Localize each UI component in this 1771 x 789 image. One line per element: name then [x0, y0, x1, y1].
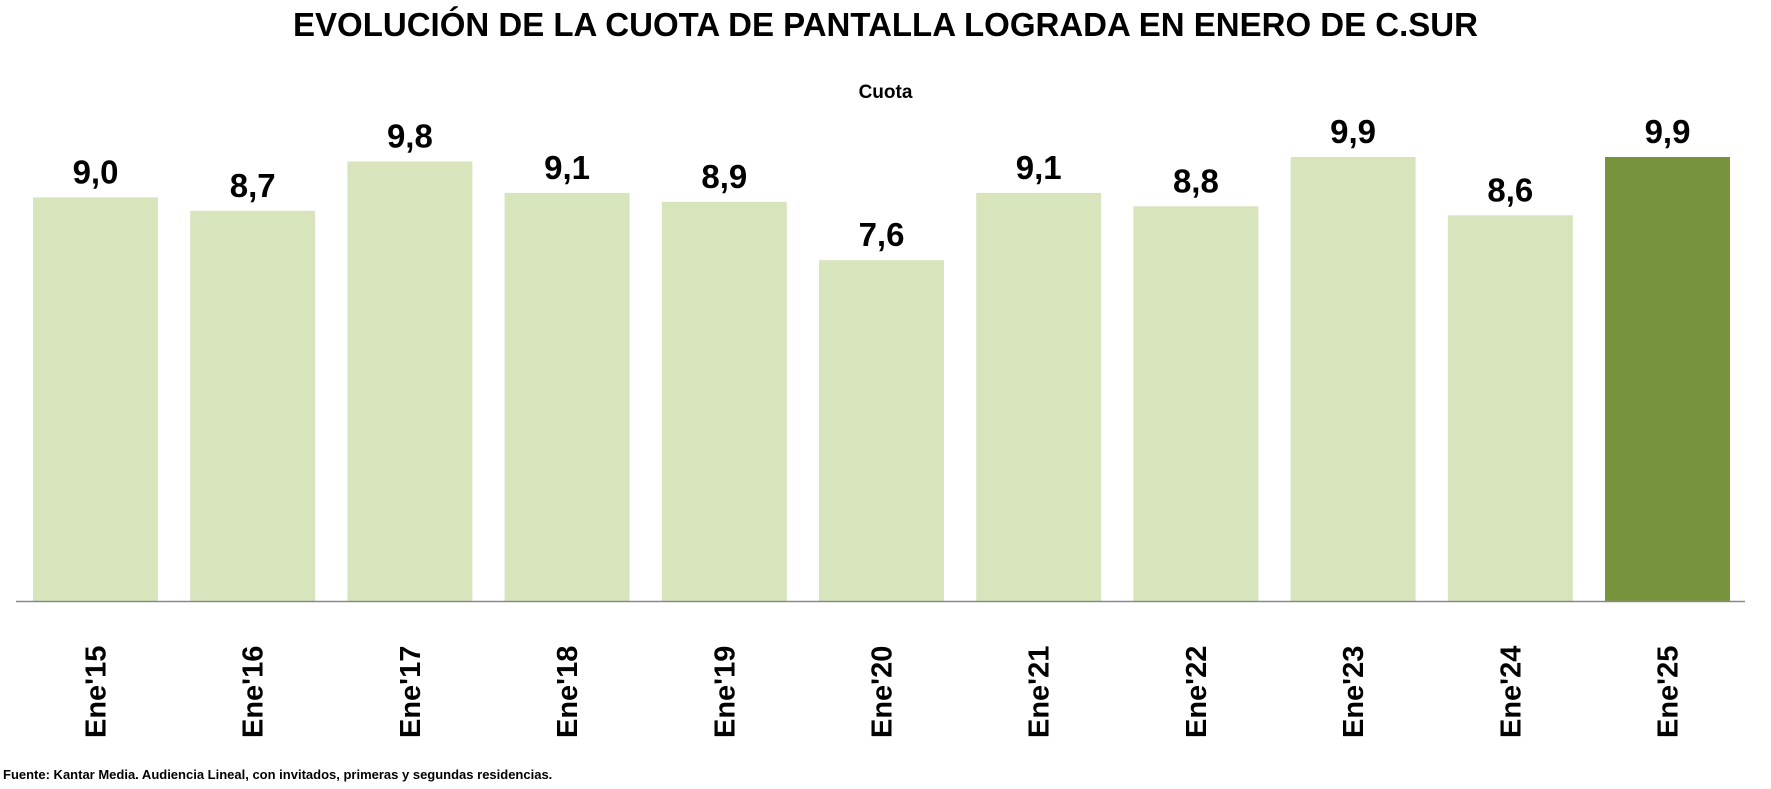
- source-note: Fuente: Kantar Media. Audiencia Lineal, …: [3, 767, 553, 782]
- data-label: 9,9: [1645, 113, 1691, 150]
- bar-Ene24: [1447, 215, 1573, 602]
- category-label: Ene'15: [81, 646, 113, 738]
- bar-Ene23: [1290, 156, 1416, 602]
- bar-Ene19: [661, 201, 787, 601]
- data-label: 9,9: [1330, 113, 1376, 150]
- data-label: 8,6: [1487, 171, 1533, 208]
- bars-group: [33, 156, 1730, 602]
- category-label: Ene'24: [1495, 646, 1527, 738]
- series-label: Cuota: [858, 82, 913, 103]
- data-label: 8,7: [230, 167, 276, 204]
- data-label: 9,1: [544, 149, 590, 186]
- chart-title: EVOLUCIÓN DE LA CUOTA DE PANTALLA LOGRAD…: [293, 6, 1478, 43]
- category-label: Ene'17: [395, 646, 427, 738]
- bar-Ene25: [1605, 156, 1730, 602]
- category-label: Ene'19: [709, 646, 741, 738]
- bar-Ene21: [976, 192, 1102, 602]
- category-label: Ene'20: [867, 646, 899, 738]
- data-label: 9,0: [73, 153, 119, 190]
- bar-Ene16: [190, 210, 316, 601]
- category-label: Ene'18: [552, 646, 584, 738]
- category-label: Ene'22: [1181, 646, 1213, 738]
- bar-Ene18: [504, 192, 630, 602]
- data-label: 9,8: [387, 117, 433, 154]
- category-label: Ene'21: [1024, 646, 1056, 738]
- category-labels-group: Ene'15 Ene'16 Ene'17 Ene'18 Ene'19 Ene'20 Ene'…: [81, 646, 1685, 738]
- bar-Ene15: [33, 197, 158, 601]
- data-labels-group: 9,0 8,7 9,8 9,1 8,9 7,6 9,1 8,8 9,9 8,6 9,9: [73, 113, 1691, 253]
- bar-Ene17: [347, 161, 473, 601]
- category-label: Ene'16: [238, 646, 270, 738]
- data-label: 7,6: [859, 216, 905, 253]
- category-label: Ene'23: [1338, 646, 1370, 738]
- data-label: 8,9: [701, 158, 747, 195]
- bar-Ene20: [819, 260, 944, 601]
- data-label: 8,8: [1173, 162, 1219, 199]
- category-label: Ene'25: [1653, 646, 1685, 738]
- data-label: 9,1: [1016, 149, 1062, 186]
- bar-Ene22: [1133, 206, 1259, 601]
